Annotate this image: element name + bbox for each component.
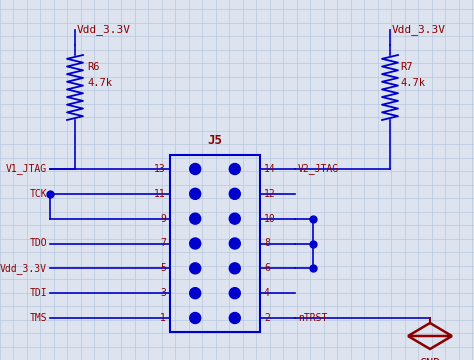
- Text: 7: 7: [160, 238, 166, 248]
- Text: 2: 2: [264, 313, 270, 323]
- Circle shape: [229, 312, 240, 324]
- Text: GND: GND: [419, 357, 441, 360]
- Text: 6: 6: [264, 263, 270, 273]
- Text: 3: 3: [160, 288, 166, 298]
- Circle shape: [190, 163, 201, 175]
- Circle shape: [229, 163, 240, 175]
- Circle shape: [229, 213, 240, 224]
- Text: Vdd_3.3V: Vdd_3.3V: [0, 263, 47, 274]
- Text: R6: R6: [87, 62, 100, 72]
- Text: 4.7k: 4.7k: [87, 78, 112, 88]
- Text: 8: 8: [264, 238, 270, 248]
- Circle shape: [229, 288, 240, 299]
- Text: Vdd_3.3V: Vdd_3.3V: [77, 24, 131, 35]
- Text: 14: 14: [264, 164, 276, 174]
- Text: 12: 12: [264, 189, 276, 199]
- Circle shape: [229, 188, 240, 199]
- Text: TMS: TMS: [29, 313, 47, 323]
- Text: V1_JTAG: V1_JTAG: [6, 163, 47, 175]
- Circle shape: [190, 288, 201, 299]
- Text: 10: 10: [264, 214, 276, 224]
- Text: nTRST: nTRST: [298, 313, 328, 323]
- Text: R7: R7: [400, 62, 412, 72]
- Text: TDO: TDO: [29, 238, 47, 248]
- Bar: [170, 155, 260, 332]
- Circle shape: [229, 238, 240, 249]
- Circle shape: [190, 188, 201, 199]
- Text: 4.7k: 4.7k: [400, 78, 425, 88]
- Text: V2_JTAG: V2_JTAG: [298, 163, 339, 175]
- Text: J5: J5: [208, 134, 222, 147]
- Text: 11: 11: [154, 189, 166, 199]
- Circle shape: [190, 238, 201, 249]
- Circle shape: [190, 213, 201, 224]
- Text: TCK: TCK: [29, 189, 47, 199]
- Text: TDI: TDI: [29, 288, 47, 298]
- Text: 4: 4: [264, 288, 270, 298]
- Text: 5: 5: [160, 263, 166, 273]
- Circle shape: [190, 312, 201, 324]
- Text: 13: 13: [154, 164, 166, 174]
- Text: 1: 1: [160, 313, 166, 323]
- Circle shape: [229, 263, 240, 274]
- Circle shape: [190, 263, 201, 274]
- Text: Vdd_3.3V: Vdd_3.3V: [392, 24, 446, 35]
- Text: 9: 9: [160, 214, 166, 224]
